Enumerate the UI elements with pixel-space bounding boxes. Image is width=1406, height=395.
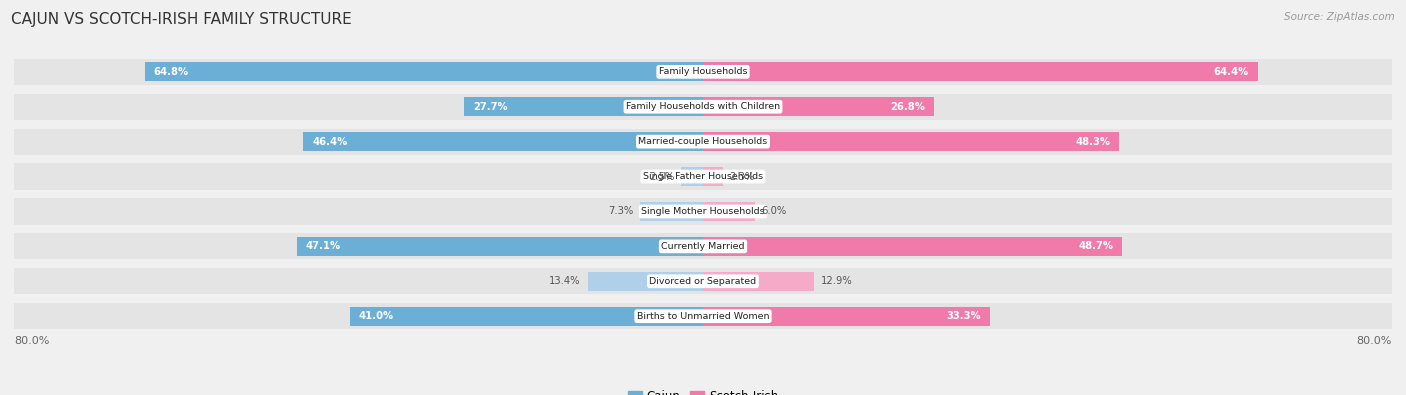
Text: Currently Married: Currently Married [661,242,745,251]
Bar [14,268,1392,294]
Bar [14,303,1392,329]
Bar [640,202,703,221]
Text: 48.3%: 48.3% [1076,137,1111,147]
Bar [14,198,1392,224]
Text: 7.3%: 7.3% [607,207,633,216]
Bar [703,167,723,186]
Text: Births to Unmarried Women: Births to Unmarried Women [637,312,769,321]
Bar [682,167,703,186]
Text: 2.5%: 2.5% [650,171,675,182]
Text: Single Mother Households: Single Mother Households [641,207,765,216]
Bar [14,128,1392,155]
Text: 46.4%: 46.4% [312,137,347,147]
Text: 64.8%: 64.8% [153,67,188,77]
Text: 26.8%: 26.8% [890,102,925,112]
Text: 13.4%: 13.4% [550,276,581,286]
Text: Family Households: Family Households [659,67,747,76]
Text: 41.0%: 41.0% [359,311,394,321]
Bar [703,62,1257,81]
Text: 80.0%: 80.0% [14,336,49,346]
Text: 12.9%: 12.9% [821,276,852,286]
Text: CAJUN VS SCOTCH-IRISH FAMILY STRUCTURE: CAJUN VS SCOTCH-IRISH FAMILY STRUCTURE [11,12,352,27]
Bar [350,307,703,326]
Bar [14,164,1392,190]
Bar [703,237,1122,256]
Bar [703,202,755,221]
Bar [145,62,703,81]
Bar [304,132,703,151]
Text: 47.1%: 47.1% [307,241,342,251]
Bar [298,237,703,256]
Text: Family Households with Children: Family Households with Children [626,102,780,111]
Bar [464,97,703,117]
Bar [703,132,1119,151]
Text: Single Father Households: Single Father Households [643,172,763,181]
Bar [588,272,703,291]
Text: Divorced or Separated: Divorced or Separated [650,277,756,286]
Bar [14,59,1392,85]
Bar [703,97,934,117]
Text: 2.3%: 2.3% [730,171,755,182]
Text: Married-couple Households: Married-couple Households [638,137,768,146]
Text: 33.3%: 33.3% [946,311,981,321]
Bar [14,233,1392,260]
Bar [14,94,1392,120]
Text: 48.7%: 48.7% [1078,241,1114,251]
Text: 27.7%: 27.7% [472,102,508,112]
Text: 6.0%: 6.0% [762,207,787,216]
Bar [703,307,990,326]
Text: 64.4%: 64.4% [1213,67,1249,77]
Bar [703,272,814,291]
Legend: Cajun, Scotch-Irish: Cajun, Scotch-Irish [623,385,783,395]
Text: Source: ZipAtlas.com: Source: ZipAtlas.com [1284,12,1395,22]
Text: 80.0%: 80.0% [1357,336,1392,346]
